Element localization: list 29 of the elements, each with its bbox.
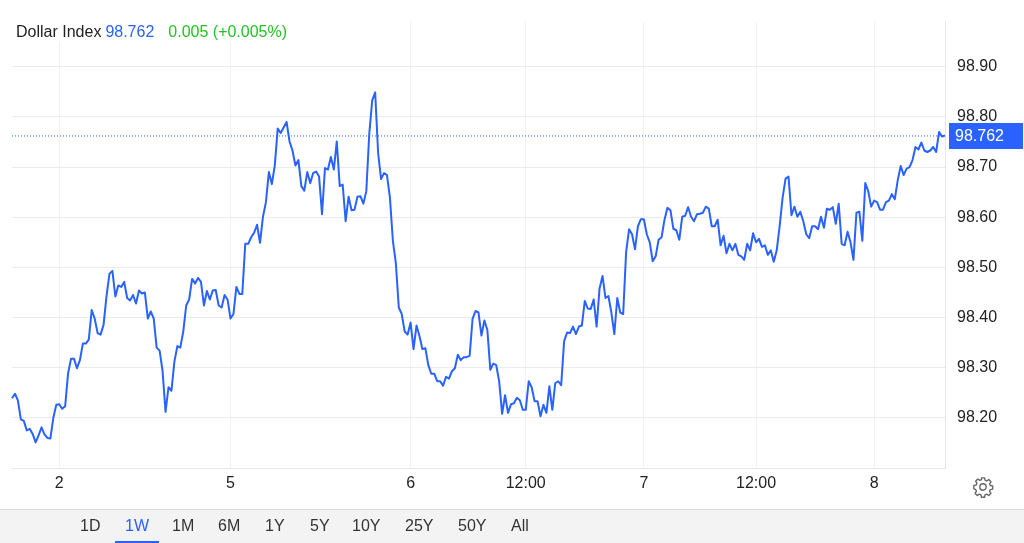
y-tick-label: 98.50 xyxy=(957,257,998,275)
text: 50Y xyxy=(458,517,487,535)
x-tick-label: 2 xyxy=(54,474,64,492)
text: 25Y xyxy=(405,517,434,535)
y-tick-label: 98.90 xyxy=(957,57,998,75)
y-tick-label: 98.80 xyxy=(957,107,998,125)
y-tick-label: 98.30 xyxy=(957,358,998,376)
text: 6M xyxy=(218,517,241,535)
y-tick-label: 98.40 xyxy=(957,307,998,325)
y-tick-label: 98.20 xyxy=(957,408,998,426)
text: 10Y xyxy=(352,517,381,535)
text: 1M xyxy=(172,517,195,535)
text: 1W xyxy=(115,517,159,543)
x-tick-label: 12:00 xyxy=(736,474,777,492)
x-tick-label: 6 xyxy=(406,474,416,492)
annotation: 98.762 xyxy=(105,23,155,40)
x-tick-label: 5 xyxy=(226,474,236,492)
y-tick-label: 98.60 xyxy=(957,207,998,225)
chart-title: Dollar Index xyxy=(16,23,102,40)
annotation: 0.005 (+0.005%) xyxy=(168,23,288,40)
x-tick-label: 7 xyxy=(639,474,649,492)
text: 5Y xyxy=(310,517,330,535)
text: All xyxy=(511,517,529,535)
x-tick-label: 8 xyxy=(869,474,879,492)
text: 1D xyxy=(80,517,101,535)
text: 1Y xyxy=(265,517,285,535)
y-tick-label: 98.70 xyxy=(957,157,998,175)
x-tick-label: 12:00 xyxy=(505,474,546,492)
ref-line-label: 98.762 xyxy=(955,127,1005,145)
